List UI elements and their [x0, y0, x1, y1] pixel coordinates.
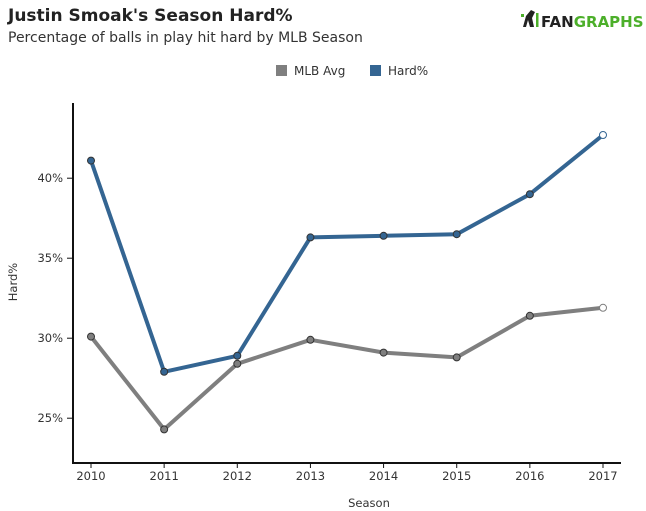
legend: MLB Avg Hard%: [276, 64, 428, 78]
y-tick-label: 30%: [37, 331, 63, 345]
data-point-hard-[interactable]: [379, 231, 388, 240]
x-tick-label: 2016: [515, 469, 544, 483]
legend-swatch-mlb-avg: [276, 65, 287, 76]
logo-bar: [536, 13, 539, 27]
y-axis-label: Hard%: [6, 263, 20, 302]
data-point-mlb-avg[interactable]: [233, 359, 242, 368]
batter-icon: [523, 10, 535, 27]
series-line-hard-: [89, 133, 605, 374]
svg-text:FANGRAPHS: FANGRAPHS: [541, 13, 644, 31]
logo-dot: [521, 14, 524, 17]
data-point-hard-[interactable]: [87, 156, 95, 165]
logo-fan-text: FAN: [541, 13, 574, 31]
legend-item-hard-pct[interactable]: Hard%: [370, 64, 428, 78]
data-point-mlb-avg[interactable]: [379, 348, 388, 357]
y-tick-label: 40%: [37, 171, 63, 185]
x-axis-label: Season: [348, 496, 390, 510]
legend-label-mlb-avg: MLB Avg: [294, 64, 345, 78]
legend-item-mlb-avg[interactable]: MLB Avg: [276, 64, 345, 78]
y-tick-label: 35%: [37, 251, 63, 265]
data-point-hard-[interactable]: [525, 190, 534, 199]
data-point-hard-[interactable]: [306, 233, 315, 242]
legend-label-hard-pct: Hard%: [388, 64, 428, 78]
legend-swatch-hard-pct: [370, 65, 381, 76]
chart-title: Justin Smoak's Season Hard%: [7, 6, 293, 26]
series-line-mlb-avg: [89, 305, 604, 432]
data-point-mlb-avg[interactable]: [599, 303, 607, 312]
y-tick-label: 25%: [37, 411, 63, 425]
data-point-mlb-avg[interactable]: [160, 425, 169, 434]
x-tick-label: 2015: [442, 469, 471, 483]
fangraphs-logo: FANGRAPHS: [521, 10, 644, 31]
x-tick-label: 2011: [150, 469, 179, 483]
x-tick-label: 2014: [369, 469, 398, 483]
data-point-mlb-avg[interactable]: [306, 335, 315, 344]
chart-subtitle: Percentage of balls in play hit hard by …: [8, 30, 363, 46]
x-tick-label: 2013: [296, 469, 325, 483]
logo-graphs-text: GRAPHS: [574, 13, 644, 31]
x-tick-label: 2010: [76, 469, 105, 483]
data-point-hard-[interactable]: [233, 351, 242, 360]
data-point-hard-[interactable]: [452, 230, 461, 239]
data-point-mlb-avg[interactable]: [525, 311, 534, 320]
x-tick-label: 2012: [223, 469, 252, 483]
x-tick-label: 2017: [588, 469, 617, 483]
data-point-mlb-avg[interactable]: [87, 332, 95, 341]
data-point-mlb-avg[interactable]: [452, 353, 461, 362]
data-point-hard-[interactable]: [160, 367, 169, 376]
data-point-hard-[interactable]: [599, 131, 607, 139]
